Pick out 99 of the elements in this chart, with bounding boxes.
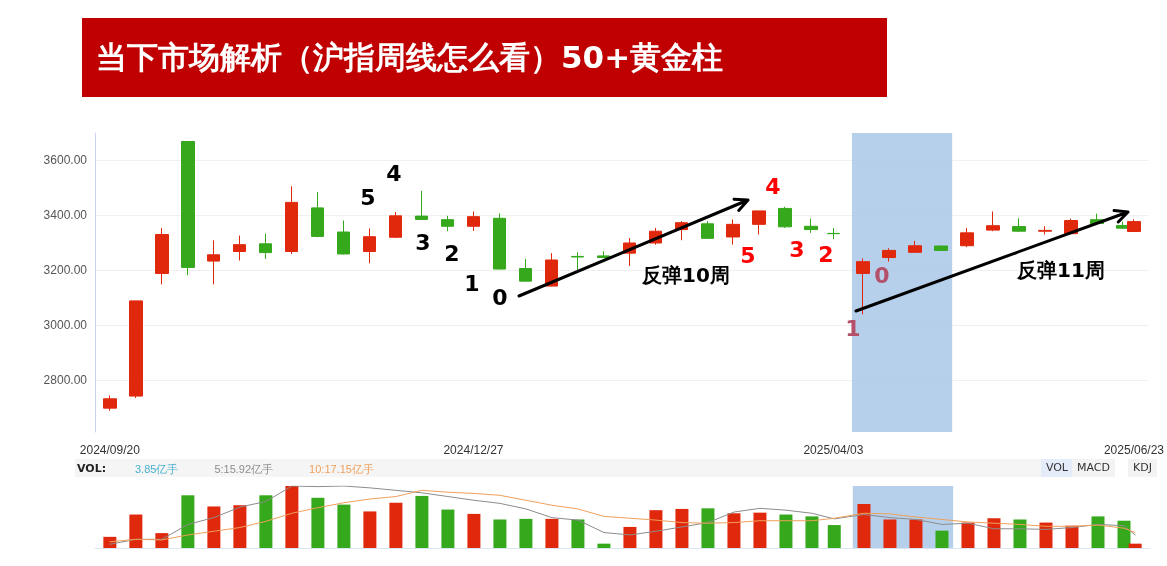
annotation: 2 bbox=[818, 241, 834, 267]
bar bbox=[727, 513, 741, 548]
bar bbox=[987, 518, 1001, 548]
bar bbox=[389, 502, 403, 548]
bar bbox=[623, 526, 637, 548]
bar bbox=[805, 516, 819, 548]
candlestick bbox=[804, 218, 818, 234]
bar bbox=[883, 519, 897, 548]
bar bbox=[1128, 543, 1142, 548]
candlestick bbox=[493, 212, 506, 270]
candlestick bbox=[129, 300, 143, 399]
candlestick bbox=[363, 227, 376, 264]
annotation: 5 bbox=[360, 184, 376, 210]
candlestick bbox=[882, 247, 896, 263]
bar bbox=[493, 519, 507, 548]
candlestick bbox=[571, 251, 584, 271]
text: KDJ bbox=[1128, 459, 1157, 477]
bar bbox=[363, 511, 377, 548]
candlestick bbox=[1038, 225, 1052, 235]
annotation: 0 bbox=[874, 262, 890, 288]
bar bbox=[311, 497, 325, 548]
candlestick bbox=[1012, 217, 1026, 233]
bar bbox=[441, 509, 455, 548]
bar bbox=[545, 518, 559, 548]
candlestick bbox=[701, 220, 714, 240]
bar bbox=[909, 519, 923, 548]
annotation: 反弹11周 bbox=[1017, 256, 1105, 284]
bar bbox=[571, 519, 585, 548]
text: MACD bbox=[1072, 459, 1115, 477]
candlestick bbox=[934, 244, 948, 252]
candlestick bbox=[827, 227, 840, 240]
candlestick bbox=[752, 210, 766, 235]
annotation: 4 bbox=[386, 160, 402, 186]
chart-title: 当下市场解析（沪指周线怎么看）50+黄金柱 bbox=[82, 18, 887, 97]
bar bbox=[285, 486, 299, 548]
annotation: 2 bbox=[444, 240, 460, 266]
candlestick bbox=[103, 395, 117, 412]
annotation: 1 bbox=[464, 270, 480, 296]
annotation: 0 bbox=[492, 284, 508, 310]
candlestick bbox=[908, 240, 922, 253]
candlestick bbox=[726, 218, 740, 246]
bar bbox=[519, 518, 533, 548]
bar bbox=[935, 530, 949, 548]
candlestick bbox=[389, 211, 402, 239]
candlestick bbox=[337, 220, 350, 256]
bar bbox=[675, 508, 689, 548]
candlestick bbox=[207, 239, 220, 285]
x-tick-label: 2025/04/03 bbox=[803, 443, 864, 457]
text: 10:17.15亿手 bbox=[309, 463, 374, 475]
bar bbox=[129, 514, 143, 548]
candlestick bbox=[467, 210, 480, 232]
candlestick bbox=[415, 190, 428, 221]
bar bbox=[1013, 519, 1027, 548]
series-label: 3.85亿手 bbox=[135, 463, 179, 475]
bar bbox=[597, 543, 611, 548]
bar bbox=[259, 495, 273, 548]
bar bbox=[181, 495, 195, 548]
x-tick-label: 2024/09/20 bbox=[79, 443, 141, 457]
x-tick-label: 2025/06/23 bbox=[1103, 443, 1165, 457]
annotation: 反弹10周 bbox=[642, 261, 730, 289]
y-tick-label: 2800.00 bbox=[43, 372, 88, 387]
legend-title: VOL: bbox=[77, 462, 107, 475]
candlestick bbox=[259, 233, 272, 260]
y-tick-label: 3200.00 bbox=[43, 263, 88, 278]
candlestick bbox=[986, 210, 1000, 232]
candlestick bbox=[856, 257, 870, 315]
candlestick bbox=[778, 206, 792, 229]
candlestick bbox=[519, 258, 532, 283]
candlestick bbox=[233, 235, 246, 262]
y-tick-label: 3600.00 bbox=[43, 153, 88, 168]
bar bbox=[961, 522, 975, 548]
bar bbox=[701, 508, 715, 548]
y-tick-label: 3000.00 bbox=[43, 318, 88, 333]
bar bbox=[233, 505, 247, 548]
candlestick bbox=[285, 185, 298, 255]
bar bbox=[753, 512, 767, 548]
bar bbox=[1091, 516, 1105, 548]
bar bbox=[649, 510, 663, 548]
bar bbox=[415, 495, 429, 548]
text: VOL bbox=[1040, 459, 1073, 477]
bar bbox=[207, 506, 221, 548]
candlestick bbox=[181, 141, 195, 276]
y-tick-label: 3400.00 bbox=[43, 208, 88, 223]
candlestick bbox=[441, 215, 454, 232]
candlestick bbox=[311, 191, 324, 238]
bar bbox=[467, 513, 481, 548]
bar bbox=[337, 504, 351, 548]
annotation: 5 bbox=[740, 242, 756, 268]
annotation: 3 bbox=[789, 236, 805, 262]
series-label: 5:15.92亿手 bbox=[214, 463, 274, 475]
annotation: 4 bbox=[765, 173, 781, 199]
annotation: 3 bbox=[415, 229, 431, 255]
candlestick bbox=[960, 227, 974, 248]
x-tick-label: 2024/12/27 bbox=[443, 443, 504, 457]
bar bbox=[857, 503, 871, 548]
candlestick bbox=[155, 227, 169, 285]
candlestick bbox=[1127, 218, 1141, 232]
bar bbox=[779, 514, 793, 548]
bar bbox=[827, 525, 841, 548]
